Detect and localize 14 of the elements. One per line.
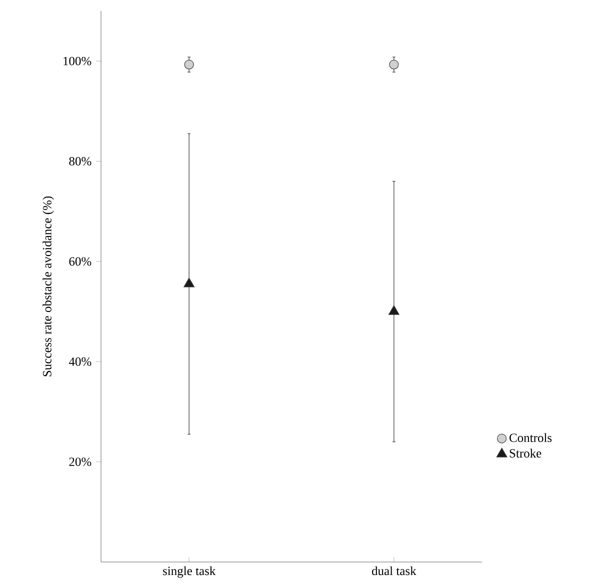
- legend-label: Stroke: [510, 448, 542, 458]
- y-tick-label: 60%: [69, 257, 92, 266]
- y-tick-label: 80%: [69, 157, 92, 166]
- y-tick-label: 40%: [68, 357, 92, 366]
- y-axis-title: Success rate obstacle avoidance (%): [42, 196, 54, 376]
- x-tick-label: dual task: [372, 566, 416, 576]
- y-tick-label: 100%: [64, 56, 92, 66]
- point: [388, 305, 400, 315]
- point: [184, 278, 195, 288]
- legend-label: Controls: [510, 433, 552, 442]
- y-tick-label: 20%: [69, 458, 92, 466]
- x-tick-label: single task: [163, 566, 216, 578]
- point: [389, 60, 399, 70]
- point: [184, 60, 194, 70]
